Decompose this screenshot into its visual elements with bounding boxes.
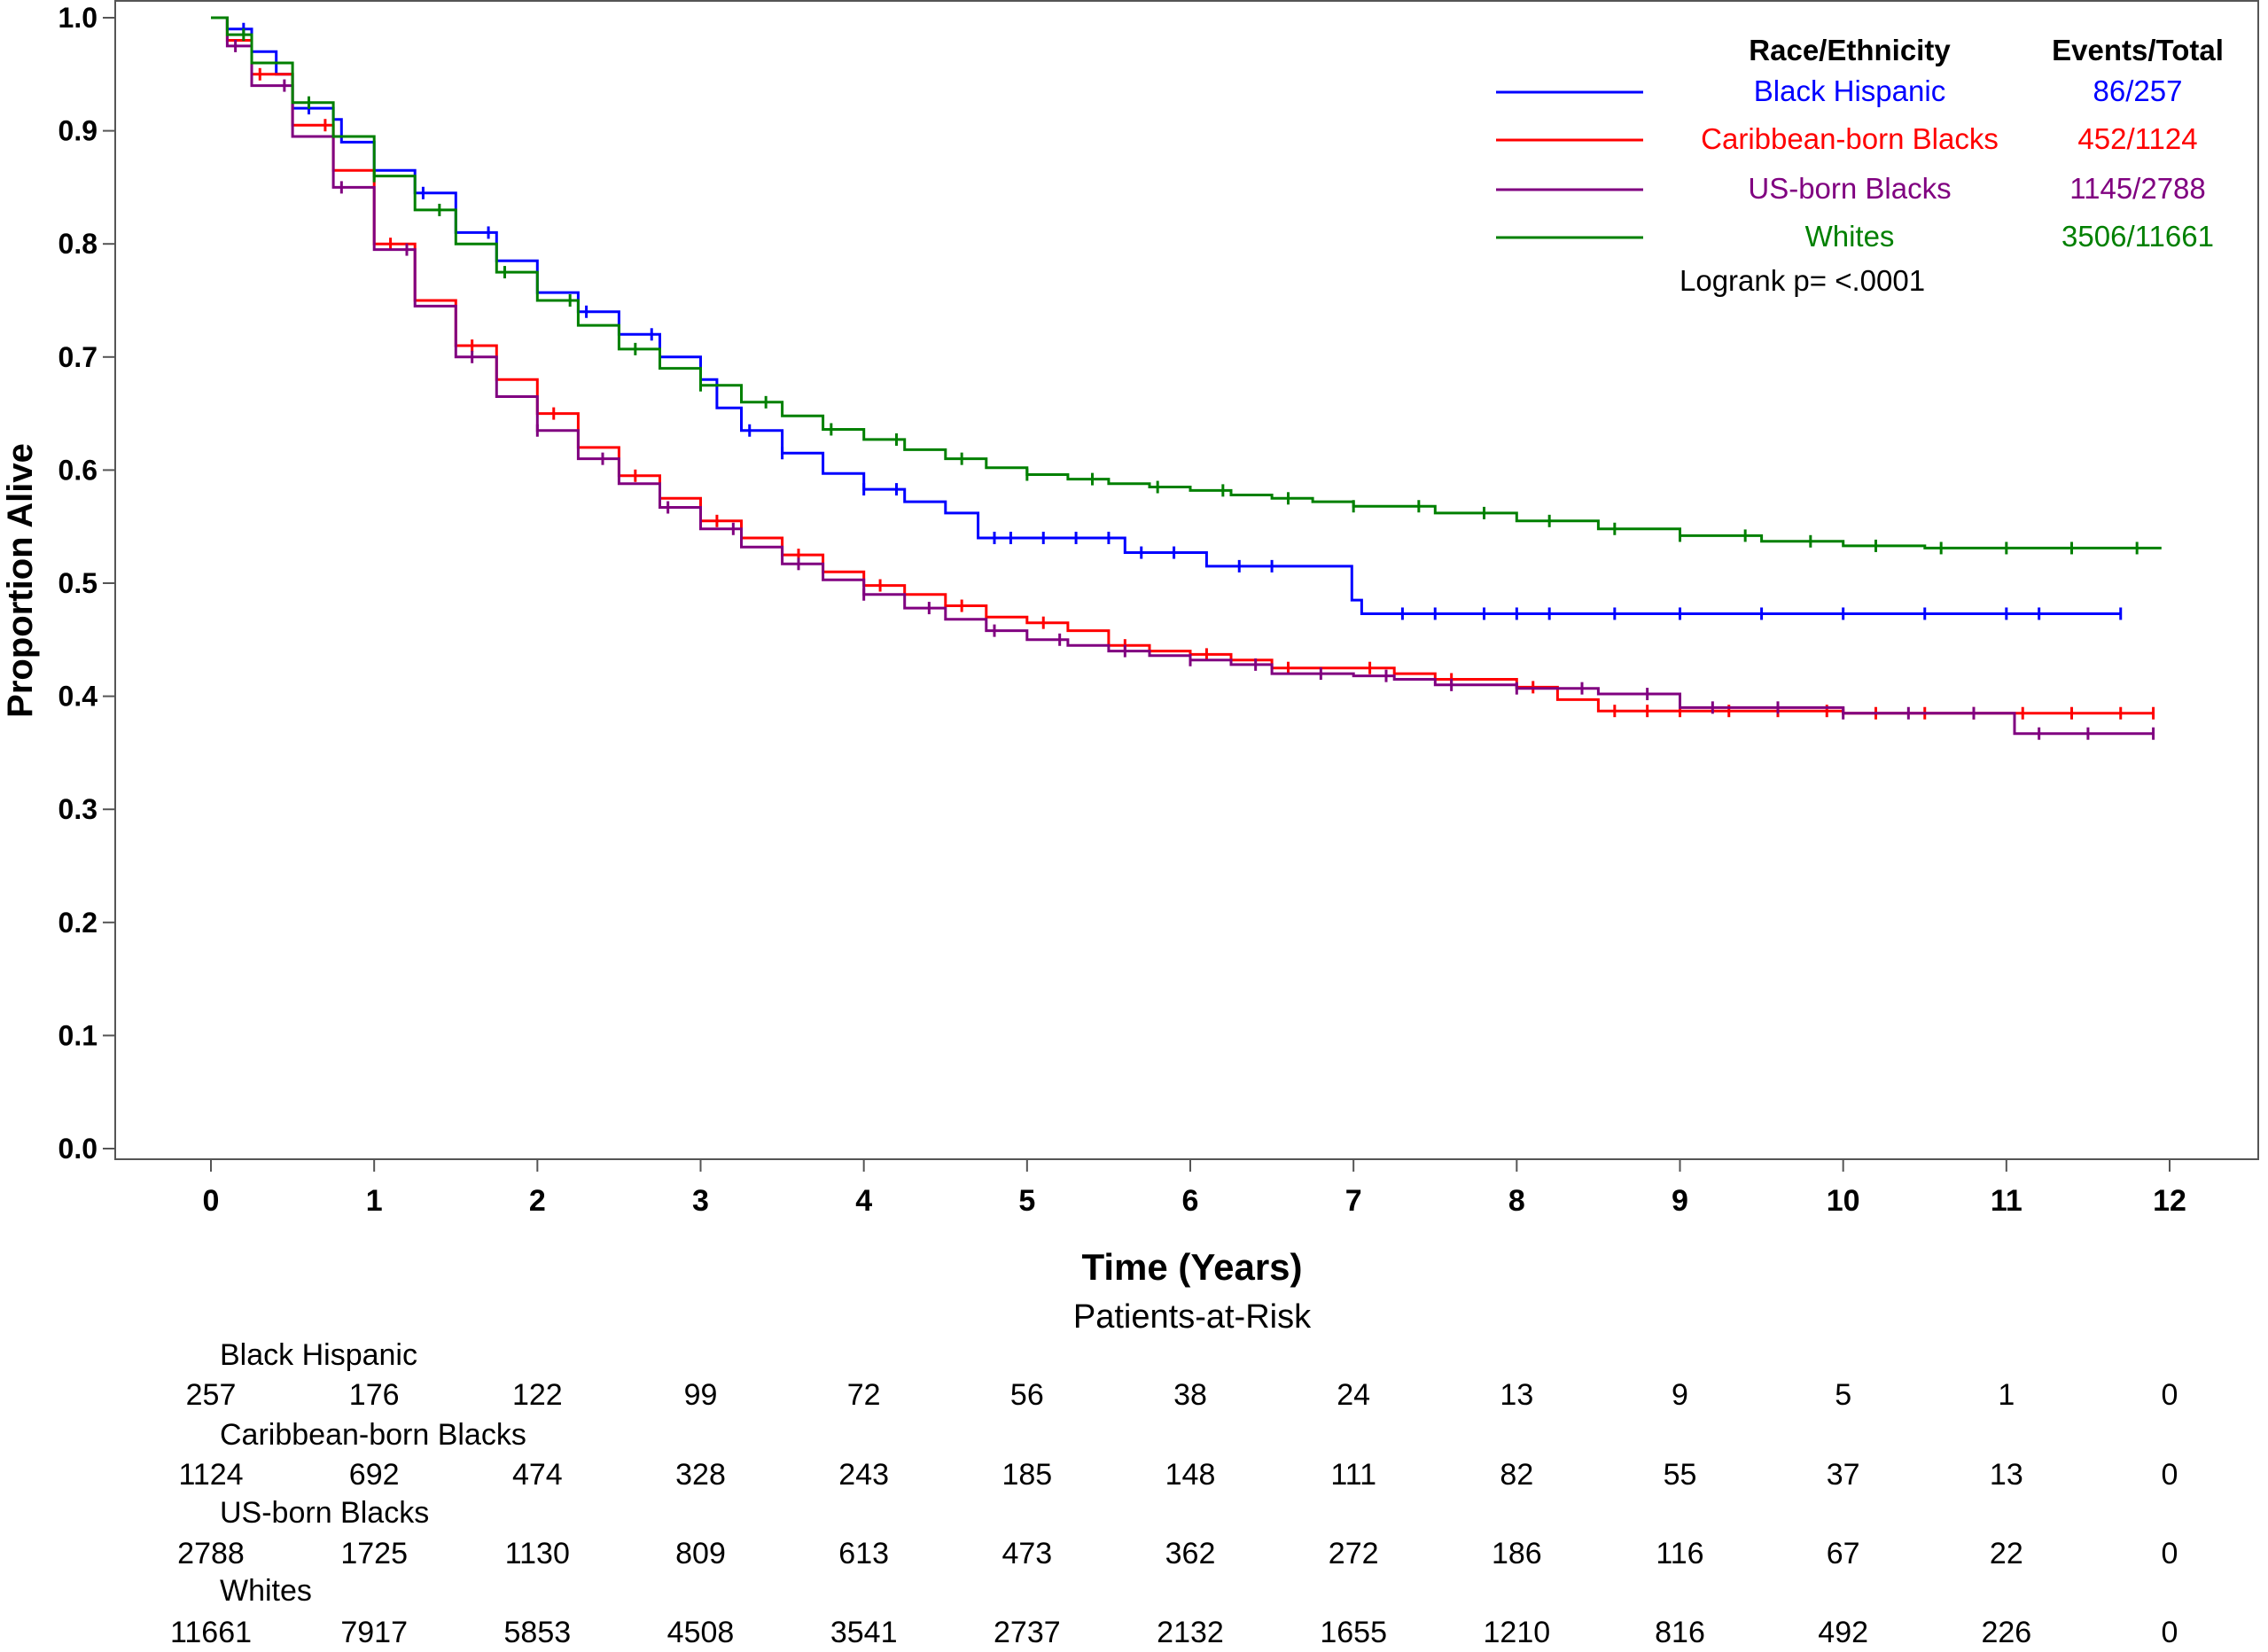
at-risk-value-2-9: 116: [1656, 1537, 1703, 1570]
y-tick-label-0: 0.0: [58, 1133, 97, 1165]
at-risk-value-3-2: 5853: [504, 1616, 572, 1648]
at-risk-group-label-2: US-born Blacks: [220, 1496, 429, 1530]
plot-frame: [114, 0, 2259, 1160]
at-risk-value-2-1: 1725: [340, 1537, 408, 1570]
at-risk-value-1-7: 111: [1330, 1458, 1376, 1492]
legend-events-3: 3506/11661: [2061, 220, 2214, 253]
x-axis-title: Time (Years): [1081, 1246, 1302, 1288]
series-line-0: [211, 16, 2121, 615]
y-tick-label-7: 0.7: [58, 341, 97, 373]
at-risk-value-1-2: 474: [512, 1458, 563, 1492]
x-tick-label-10: 10: [1827, 1184, 1860, 1218]
x-tick-label-12: 12: [2153, 1184, 2186, 1218]
at-risk-value-2-2: 1130: [505, 1537, 570, 1570]
at-risk-value-3-3: 4508: [667, 1616, 735, 1648]
legend-header-events: Events/Total: [2052, 34, 2224, 66]
at-risk-group-label-3: Whites: [220, 1574, 312, 1608]
at-risk-value-0-4: 72: [847, 1378, 881, 1412]
legend-label-1: Caribbean-born Blacks: [1701, 122, 1999, 155]
at-risk-value-3-12: 0: [2162, 1616, 2178, 1648]
at-risk-value-1-1: 692: [349, 1458, 400, 1492]
at-risk-value-3-5: 2737: [994, 1616, 1061, 1648]
x-tick-label-4: 4: [855, 1184, 872, 1218]
at-risk-group-label-0: Black Hispanic: [220, 1338, 417, 1372]
at-risk-value-0-3: 99: [684, 1378, 718, 1412]
at-risk-title: Patients-at-Risk: [1073, 1298, 1312, 1336]
legend-label-0: Black Hispanic: [1754, 74, 1945, 107]
legend-events-2: 1145/2788: [2069, 172, 2206, 205]
x-tick-label-0: 0: [203, 1184, 220, 1218]
at-risk-value-1-4: 243: [838, 1458, 889, 1492]
at-risk-value-2-5: 473: [1002, 1537, 1052, 1570]
x-tick-label-3: 3: [692, 1184, 709, 1218]
y-tick-label-1: 0.1: [58, 1019, 97, 1051]
at-risk-value-0-11: 1: [1998, 1378, 2015, 1412]
at-risk-value-0-12: 0: [2162, 1378, 2178, 1412]
at-risk-value-1-11: 13: [1990, 1458, 2023, 1492]
y-tick-label-5: 0.5: [58, 567, 97, 599]
at-risk-value-2-10: 67: [1827, 1537, 1860, 1570]
y-tick-label-2: 0.2: [58, 907, 97, 939]
at-risk-value-1-3: 328: [675, 1458, 726, 1492]
at-risk-value-3-6: 2132: [1157, 1616, 1224, 1648]
legend-label-2: US-born Blacks: [1748, 172, 1951, 205]
x-tick-label-2: 2: [529, 1184, 546, 1218]
at-risk-value-1-5: 185: [1002, 1458, 1052, 1492]
at-risk-value-2-11: 22: [1990, 1537, 2023, 1570]
at-risk-value-3-4: 3541: [830, 1616, 898, 1648]
at-risk-value-0-10: 5: [1835, 1378, 1851, 1412]
at-risk-value-2-4: 613: [838, 1537, 889, 1570]
at-risk-value-3-1: 7917: [340, 1616, 408, 1648]
at-risk-value-2-3: 809: [675, 1537, 726, 1570]
at-risk-value-3-7: 1655: [1320, 1616, 1387, 1648]
at-risk-value-0-9: 9: [1672, 1378, 1688, 1412]
series-line-3: [211, 16, 2162, 549]
at-risk-value-1-8: 82: [1500, 1458, 1533, 1492]
at-risk-value-1-0: 1124: [178, 1458, 243, 1492]
at-risk-value-0-1: 176: [349, 1378, 400, 1412]
y-tick-label-9: 0.9: [58, 115, 97, 147]
legend-header-group: Race/Ethnicity: [1749, 34, 1951, 66]
at-risk-value-2-12: 0: [2162, 1537, 2178, 1570]
at-risk-value-0-2: 122: [512, 1378, 563, 1412]
at-risk-value-2-8: 186: [1492, 1537, 1542, 1570]
y-tick-label-8: 0.8: [58, 228, 97, 260]
legend-events-0: 86/257: [2093, 74, 2183, 107]
x-tick-label-11: 11: [1991, 1184, 2022, 1218]
at-risk-value-0-0: 257: [186, 1378, 237, 1412]
at-risk-value-0-5: 56: [1010, 1378, 1044, 1412]
at-risk-value-0-8: 13: [1500, 1378, 1533, 1412]
x-tick-label-5: 5: [1018, 1184, 1035, 1218]
at-risk-value-3-11: 226: [1981, 1616, 2031, 1648]
y-tick-label-6: 0.6: [58, 454, 97, 486]
at-risk-value-3-0: 11661: [170, 1616, 252, 1648]
y-tick-label-10: 1.0: [58, 2, 97, 34]
y-tick-label-3: 0.3: [58, 793, 97, 825]
at-risk-value-0-6: 38: [1173, 1378, 1207, 1412]
at-risk-value-2-7: 272: [1329, 1537, 1379, 1570]
at-risk-group-label-1: Caribbean-born Blacks: [220, 1418, 526, 1452]
y-axis-title: Proportion Alive: [1, 443, 40, 718]
at-risk-value-0-7: 24: [1337, 1378, 1370, 1412]
at-risk-value-2-6: 362: [1165, 1537, 1216, 1570]
legend-events-1: 452/1124: [2077, 122, 2197, 155]
at-risk-value-1-6: 148: [1165, 1458, 1216, 1492]
x-tick-label-7: 7: [1345, 1184, 1362, 1218]
x-tick-label-8: 8: [1508, 1184, 1525, 1218]
y-tick-label-4: 0.4: [58, 681, 98, 713]
at-risk-value-1-9: 55: [1664, 1458, 1697, 1492]
legend-label-3: Whites: [1805, 220, 1895, 253]
x-tick-label-6: 6: [1182, 1184, 1199, 1218]
x-tick-label-9: 9: [1672, 1184, 1688, 1218]
at-risk-value-2-0: 2788: [177, 1537, 245, 1570]
legend-logrank: Logrank p= <.0001: [1680, 264, 1925, 297]
at-risk-value-3-10: 492: [1818, 1616, 1868, 1648]
at-risk-value-1-12: 0: [2162, 1458, 2178, 1492]
at-risk-value-3-9: 816: [1655, 1616, 1705, 1648]
x-tick-label-1: 1: [366, 1184, 383, 1218]
at-risk-value-3-8: 1210: [1484, 1616, 1551, 1648]
at-risk-value-1-10: 37: [1827, 1458, 1860, 1492]
